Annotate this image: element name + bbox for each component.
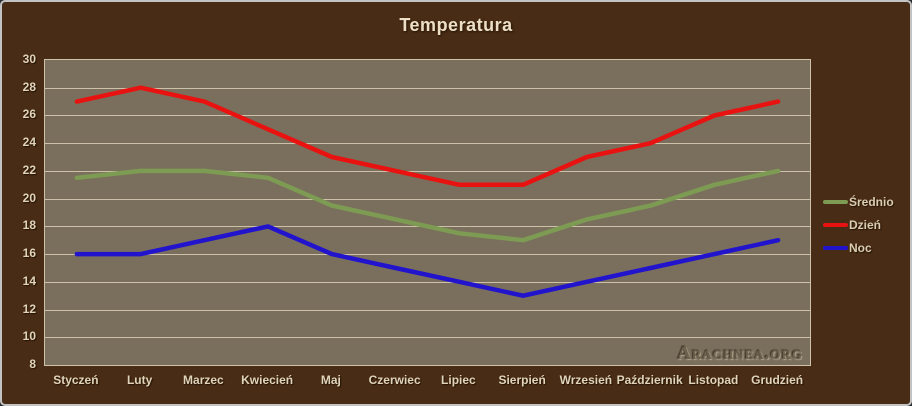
legend-swatch-icon — [823, 199, 848, 204]
legend-label: Dzień — [849, 217, 882, 232]
x-axis-month-label: Kwiecień — [241, 373, 294, 387]
x-axis-month-label: Wrzesień — [559, 373, 613, 387]
y-axis-tick-label: 24 — [22, 135, 36, 150]
series-line-średnio — [74, 168, 781, 243]
y-axis-tick-label: 14 — [22, 273, 36, 288]
legend-label: Noc — [849, 240, 872, 255]
x-axis-month-label: Lipiec — [441, 373, 476, 387]
x-axis-month-label: Listopad — [688, 373, 739, 387]
y-axis-tick-label: 10 — [22, 329, 36, 344]
legend-swatch-icon — [823, 222, 848, 227]
y-axis-tick-label: 30 — [22, 52, 36, 66]
series-plot — [74, 85, 781, 298]
x-axis-month-label: Grudzień — [751, 373, 804, 387]
x-axis-month-label: Sierpień — [498, 373, 546, 387]
legend-item-średnio: Średnio — [823, 194, 894, 209]
y-axis-tick-label: 28 — [22, 79, 36, 94]
y-axis: 30 28 26 24 22 20 18 16 14 12 10 8 — [2, 52, 36, 371]
series-line-noc — [74, 224, 781, 298]
x-axis-month-label: Marzec — [183, 373, 224, 387]
legend-label: Średnio — [849, 194, 894, 209]
legend: Średnio Dzień Noc — [823, 194, 894, 263]
series-line-dzień — [74, 85, 781, 188]
y-axis-tick-label: 22 — [22, 162, 36, 177]
legend-item-dzień: Dzień — [823, 217, 894, 232]
y-axis-tick-label: 26 — [22, 107, 36, 122]
x-axis-month-label: Czerwiec — [368, 373, 421, 387]
legend-item-noc: Noc — [823, 240, 894, 255]
x-axis-month-label: Maj — [320, 373, 341, 387]
x-axis-month-label: Luty — [126, 373, 153, 387]
y-axis-tick-label: 18 — [22, 218, 36, 233]
y-axis-tick-label: 8 — [29, 357, 36, 371]
x-axis-month-label: Październik — [616, 373, 683, 387]
y-axis-tick-label: 16 — [22, 246, 36, 261]
y-axis-tick-label: 20 — [22, 190, 36, 205]
x-axis-month-label: Styczeń — [53, 373, 99, 387]
x-axis: Styczeń Luty Marzec Kwiecień Maj Czerwiec Lipi… — [44, 373, 809, 393]
legend-swatch-icon — [823, 245, 848, 250]
chart-title: Temperatura — [399, 15, 513, 35]
plot-area: Arachnea.org — [44, 59, 811, 366]
y-axis-tick-label: 12 — [22, 301, 36, 316]
